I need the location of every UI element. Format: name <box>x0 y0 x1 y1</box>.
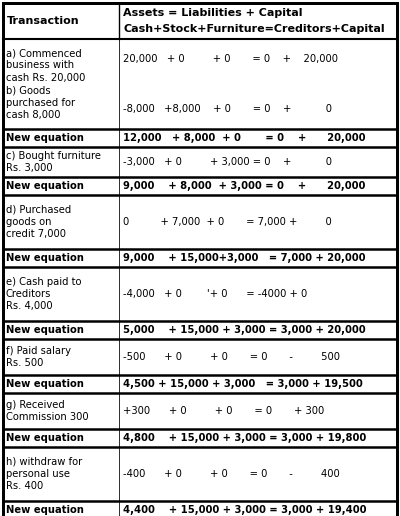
Text: New equation: New equation <box>6 433 84 443</box>
Text: -3,000   + 0         + 3,000 = 0    +           0: -3,000 + 0 + 3,000 = 0 + 0 <box>123 157 332 167</box>
Bar <box>119 39 397 129</box>
Text: New equation: New equation <box>6 181 84 191</box>
Bar <box>3 249 119 267</box>
Text: Transaction: Transaction <box>7 16 80 26</box>
Bar <box>3 129 119 147</box>
Bar <box>119 321 397 339</box>
Bar <box>119 129 397 147</box>
Text: 9,000    + 15,000+3,000   = 7,000 + 20,000: 9,000 + 15,000+3,000 = 7,000 + 20,000 <box>123 253 366 263</box>
Bar <box>3 3 397 39</box>
Text: g) Received
Commission 300: g) Received Commission 300 <box>6 400 89 422</box>
Text: -500      + 0         + 0       = 0       -         500: -500 + 0 + 0 = 0 - 500 <box>123 352 340 362</box>
Bar <box>3 267 119 321</box>
Text: a) Commenced
business with
cash Rs. 20,000
b) Goods
purchased for
cash 8,000: a) Commenced business with cash Rs. 20,0… <box>6 48 85 120</box>
Bar <box>3 339 119 375</box>
Text: f) Paid salary
Rs. 500: f) Paid salary Rs. 500 <box>6 346 71 368</box>
Text: d) Purchased
goods on
credit 7,000: d) Purchased goods on credit 7,000 <box>6 205 71 239</box>
Bar <box>119 393 397 429</box>
Bar <box>119 147 397 177</box>
Bar <box>3 393 119 429</box>
Text: Cash+Stock+Furniture=Creditors+Capital: Cash+Stock+Furniture=Creditors+Capital <box>123 24 385 34</box>
Text: -8,000   +8,000    + 0       = 0    +           0: -8,000 +8,000 + 0 = 0 + 0 <box>123 104 332 114</box>
Bar <box>119 177 397 195</box>
Bar <box>119 339 397 375</box>
Text: 12,000   + 8,000  + 0       = 0    +      20,000: 12,000 + 8,000 + 0 = 0 + 20,000 <box>123 133 366 143</box>
Text: 5,000    + 15,000 + 3,000 = 3,000 + 20,000: 5,000 + 15,000 + 3,000 = 3,000 + 20,000 <box>123 325 366 335</box>
Bar <box>3 147 119 177</box>
Text: New equation: New equation <box>6 253 84 263</box>
Text: c) Bought furniture
Rs. 3,000: c) Bought furniture Rs. 3,000 <box>6 151 101 173</box>
Text: New equation: New equation <box>6 379 84 389</box>
Bar <box>119 195 397 249</box>
Text: -4,000   + 0        '+ 0      = -4000 + 0: -4,000 + 0 '+ 0 = -4000 + 0 <box>123 289 308 299</box>
Text: New equation: New equation <box>6 325 84 335</box>
Text: -400      + 0         + 0       = 0       -         400: -400 + 0 + 0 = 0 - 400 <box>123 469 340 479</box>
Text: 0          + 7,000  + 0       = 7,000 +         0: 0 + 7,000 + 0 = 7,000 + 0 <box>123 217 332 227</box>
Bar <box>3 39 119 129</box>
Bar <box>3 429 119 447</box>
Bar <box>3 321 119 339</box>
Text: 9,000    + 8,000  + 3,000 = 0    +      20,000: 9,000 + 8,000 + 3,000 = 0 + 20,000 <box>123 181 366 191</box>
Text: h) withdraw for
personal use
Rs. 400: h) withdraw for personal use Rs. 400 <box>6 457 82 491</box>
Bar <box>3 501 119 516</box>
Bar <box>3 447 119 501</box>
Text: 4,500 + 15,000 + 3,000   = 3,000 + 19,500: 4,500 + 15,000 + 3,000 = 3,000 + 19,500 <box>123 379 363 389</box>
Bar <box>119 249 397 267</box>
Bar <box>3 195 119 249</box>
Text: Assets = Liabilities + Capital: Assets = Liabilities + Capital <box>123 8 303 18</box>
Bar <box>119 501 397 516</box>
Bar <box>3 375 119 393</box>
Text: e) Cash paid to
Creditors
Rs. 4,000: e) Cash paid to Creditors Rs. 4,000 <box>6 277 82 311</box>
Text: 4,400    + 15,000 + 3,000 = 3,000 + 19,400: 4,400 + 15,000 + 3,000 = 3,000 + 19,400 <box>123 505 367 515</box>
Bar <box>119 429 397 447</box>
Bar <box>3 177 119 195</box>
Text: 20,000   + 0         + 0       = 0    +    20,000: 20,000 + 0 + 0 = 0 + 20,000 <box>123 54 338 64</box>
Bar <box>119 375 397 393</box>
Text: 4,800    + 15,000 + 3,000 = 3,000 + 19,800: 4,800 + 15,000 + 3,000 = 3,000 + 19,800 <box>123 433 366 443</box>
Text: New equation: New equation <box>6 133 84 143</box>
Bar <box>119 267 397 321</box>
Bar <box>119 447 397 501</box>
Text: +300      + 0         + 0       = 0       + 300: +300 + 0 + 0 = 0 + 300 <box>123 406 324 416</box>
Text: New equation: New equation <box>6 505 84 515</box>
